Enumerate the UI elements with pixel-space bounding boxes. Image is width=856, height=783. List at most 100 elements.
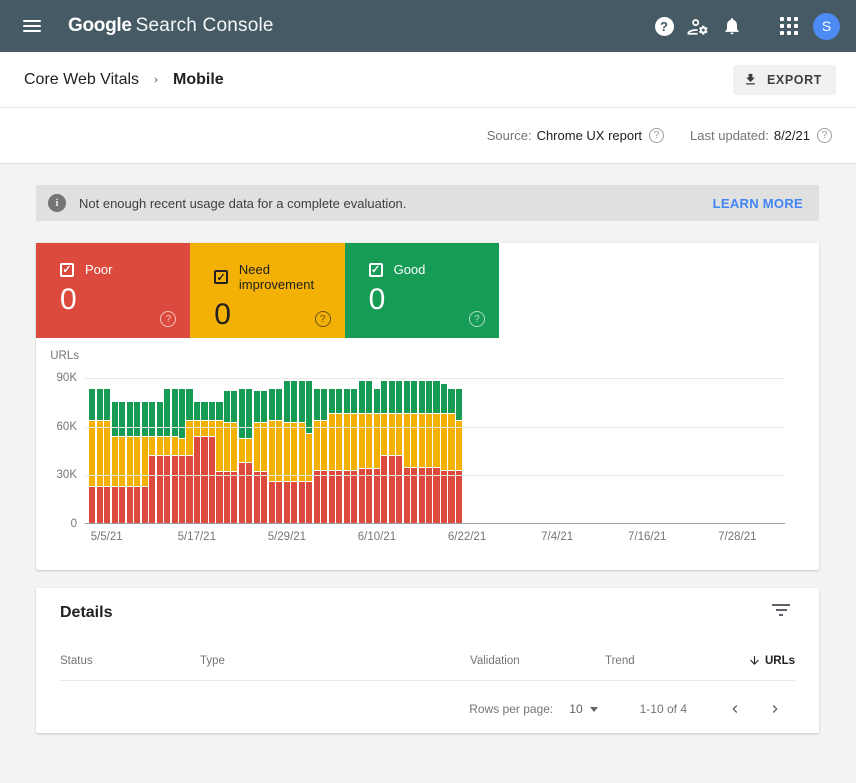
chart-bar[interactable] xyxy=(343,389,350,523)
bar-segment xyxy=(223,471,230,523)
help-circle-icon[interactable]: ? xyxy=(468,311,485,327)
manage-users-icon[interactable] xyxy=(681,9,715,43)
checkbox-checked-icon[interactable]: ✓ xyxy=(214,270,228,284)
bar-segment xyxy=(223,421,230,472)
bar-segment xyxy=(104,419,111,486)
help-circle-icon[interactable]: ? xyxy=(314,311,331,327)
chart-bar[interactable] xyxy=(238,389,245,523)
bar-segment xyxy=(373,389,380,414)
chart-bar[interactable] xyxy=(313,389,320,523)
filter-icon[interactable] xyxy=(771,604,791,619)
chart-bar[interactable] xyxy=(276,389,283,523)
x-axis-tick-label: 6/10/21 xyxy=(357,531,397,543)
chart-bar[interactable] xyxy=(208,402,216,523)
column-type[interactable]: Type xyxy=(200,654,225,667)
column-validation[interactable]: Validation xyxy=(470,654,520,667)
chart-bar[interactable] xyxy=(358,381,365,523)
learn-more-link[interactable]: LEARN MORE xyxy=(712,195,803,211)
bar-segment xyxy=(366,468,373,523)
info-banner-text: Not enough recent usage data for a compl… xyxy=(79,195,407,211)
chart-bar[interactable] xyxy=(440,384,448,523)
bar-segment xyxy=(306,381,313,433)
chart-bar[interactable] xyxy=(411,381,418,523)
chart-bar[interactable] xyxy=(201,402,208,523)
chart-bar[interactable] xyxy=(253,390,260,523)
apps-grid-icon[interactable] xyxy=(759,9,798,43)
chart-bar[interactable] xyxy=(223,390,230,523)
chart-bar[interactable] xyxy=(231,390,238,523)
chart-bar[interactable] xyxy=(373,389,380,523)
chart-bar[interactable] xyxy=(179,389,186,523)
status-tile-count: 0 xyxy=(60,283,77,316)
chart-bar[interactable] xyxy=(306,381,313,523)
chart-bar[interactable] xyxy=(388,381,395,523)
chart-bar[interactable] xyxy=(351,389,358,523)
chart-bar[interactable] xyxy=(171,389,178,523)
bar-segment xyxy=(388,455,395,523)
checkbox-checked-icon[interactable]: ✓ xyxy=(60,262,74,277)
chart-bar[interactable] xyxy=(111,402,118,523)
chart-bar[interactable] xyxy=(455,389,463,523)
details-title: Details xyxy=(60,604,113,621)
bar-segment xyxy=(336,389,343,414)
help-circle-icon[interactable]: ? xyxy=(160,311,177,327)
chart-bar[interactable] xyxy=(149,402,156,523)
chart-bar[interactable] xyxy=(246,389,253,523)
chart-bar[interactable] xyxy=(134,402,141,523)
chart-bar[interactable] xyxy=(291,381,298,523)
chart-bar[interactable] xyxy=(141,402,148,523)
chart-bar[interactable] xyxy=(425,381,433,523)
chart-bar[interactable] xyxy=(216,402,223,523)
chart-bar[interactable] xyxy=(104,389,111,523)
menu-icon[interactable] xyxy=(12,6,52,46)
chart-bar[interactable] xyxy=(96,389,103,523)
chart-bar[interactable] xyxy=(193,402,201,523)
next-page-button[interactable] xyxy=(755,698,795,720)
chart-bar[interactable] xyxy=(418,381,425,523)
chart-bar[interactable] xyxy=(283,381,290,523)
previous-page-button[interactable] xyxy=(715,698,755,720)
chart-bar[interactable] xyxy=(164,389,171,523)
chart-bar[interactable] xyxy=(156,402,163,523)
bar-segment xyxy=(358,381,365,414)
chart-bar[interactable] xyxy=(261,390,268,523)
status-tile-good[interactable]: ✓ Good 0 ? xyxy=(344,243,499,338)
chart-bar[interactable] xyxy=(366,381,373,523)
status-tile-need-improvement[interactable]: ✓ Need improvement 0 ? xyxy=(190,243,345,338)
chart-bar[interactable] xyxy=(119,402,126,523)
chart-bar[interactable] xyxy=(268,389,275,523)
chart-bar[interactable] xyxy=(381,381,388,523)
breadcrumb-core-web-vitals[interactable]: Core Web Vitals xyxy=(24,70,140,88)
last-updated-help-icon[interactable]: ? xyxy=(817,128,832,143)
chart-bar[interactable] xyxy=(403,381,410,523)
chart-bar[interactable] xyxy=(89,389,96,523)
checkbox-checked-icon[interactable]: ✓ xyxy=(368,262,383,277)
avatar[interactable]: S xyxy=(813,12,840,40)
source-help-icon[interactable]: ? xyxy=(649,128,665,143)
column-status[interactable]: Status xyxy=(60,654,93,667)
bar-segment xyxy=(396,455,403,523)
chart-bar[interactable] xyxy=(186,389,193,523)
column-urls[interactable]: URLs xyxy=(733,654,795,667)
status-tile-poor[interactable]: ✓ Poor 0 ? xyxy=(36,243,191,338)
rows-per-page-select[interactable]: 10 xyxy=(569,702,598,716)
notifications-icon[interactable] xyxy=(715,9,749,43)
chart-bar[interactable] xyxy=(298,381,305,523)
bar-segment xyxy=(156,455,163,523)
bar-segment xyxy=(208,402,216,420)
chart-bar[interactable] xyxy=(448,389,455,523)
chart-bar[interactable] xyxy=(321,389,328,523)
bar-segment xyxy=(283,381,290,422)
bar-segment xyxy=(164,436,171,456)
info-banner: i Not enough recent usage data for a com… xyxy=(36,185,819,221)
chart-bar[interactable] xyxy=(396,381,403,523)
bar-segment xyxy=(253,390,260,422)
chart-bar[interactable] xyxy=(126,402,133,523)
chart-bar[interactable] xyxy=(433,381,440,523)
app-title: Google Search Console xyxy=(68,15,274,37)
export-button[interactable]: EXPORT xyxy=(733,64,836,95)
help-icon[interactable]: ? xyxy=(647,9,681,43)
chart-bar[interactable] xyxy=(336,389,343,523)
column-trend[interactable]: Trend xyxy=(605,654,635,667)
chart-bar[interactable] xyxy=(328,389,335,523)
